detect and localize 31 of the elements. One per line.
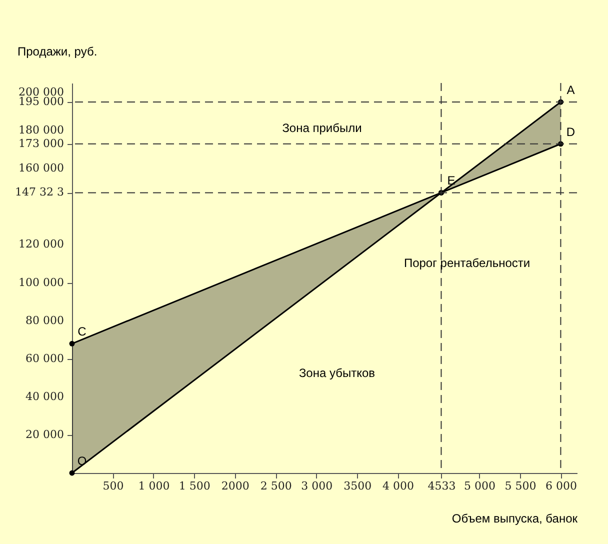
y-tick-label: 180 000 bbox=[18, 124, 64, 137]
y-tick-label: 120 000 bbox=[18, 238, 64, 251]
x-tick-label: 1 000 bbox=[138, 480, 170, 492]
y-tick-label: 100 000 bbox=[18, 276, 64, 289]
annotation: A bbox=[566, 83, 575, 98]
x-tick-label: 3500 bbox=[344, 480, 372, 492]
x-tick-label: 6 000 bbox=[545, 480, 577, 492]
x-tick-label: 2 500 bbox=[260, 480, 292, 492]
x-tick-label: 3 000 bbox=[301, 480, 333, 492]
y-tick-label: 160 000 bbox=[18, 162, 64, 175]
y-tick-label: 195 000 bbox=[18, 95, 64, 108]
x-tick-label: 500 bbox=[102, 480, 124, 492]
x-axis-title: Объем выпуска, банок bbox=[452, 512, 578, 526]
x-tick-label: 5 500 bbox=[504, 480, 536, 492]
y-tick-label: 60 000 bbox=[26, 352, 64, 365]
y-tick-label: 40 000 bbox=[26, 390, 64, 403]
x-tick-label: 4533 bbox=[428, 480, 456, 492]
x-tick-label: 4 000 bbox=[382, 480, 414, 492]
annotation: C bbox=[78, 324, 87, 339]
annotation: Зона убытков bbox=[298, 366, 376, 380]
annotation: Зона прибыли bbox=[282, 121, 362, 135]
x-tick-label: 1 500 bbox=[178, 480, 210, 492]
y-tick-label: 80 000 bbox=[26, 314, 64, 327]
y-axis-title: Продажи, руб. bbox=[18, 44, 98, 58]
y-tick-label: 147 32 3 bbox=[15, 186, 64, 199]
x-tick-label: 5 000 bbox=[464, 480, 496, 492]
y-tick-label: 20 000 bbox=[26, 428, 64, 441]
y-tick-label: 173 000 bbox=[18, 136, 64, 150]
annotation: Порог рентабельности bbox=[404, 256, 530, 270]
x-tick-label: 2000 bbox=[221, 480, 250, 492]
annotation: D bbox=[566, 124, 576, 139]
